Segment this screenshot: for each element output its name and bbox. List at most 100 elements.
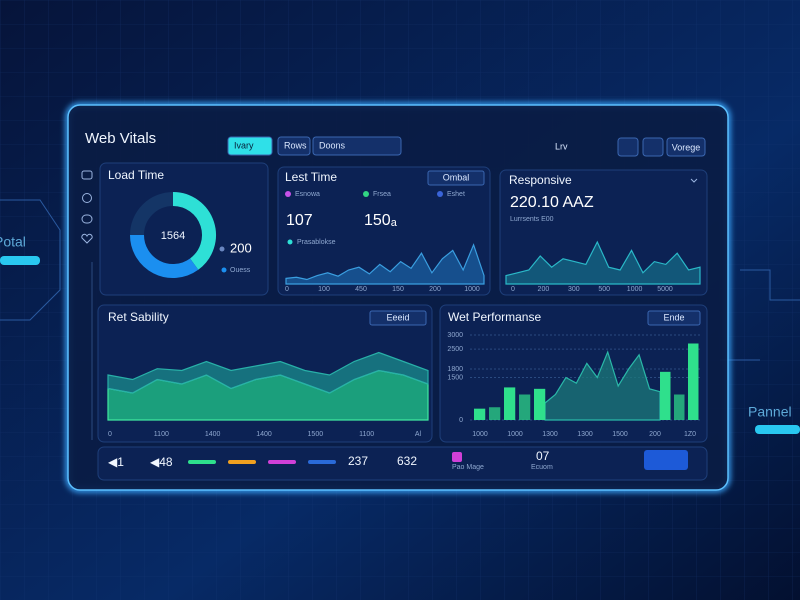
y-tick-label: 0 xyxy=(459,417,463,424)
card-button-label: Eeeid xyxy=(386,312,409,322)
donut-value: 200 xyxy=(230,240,252,255)
x-tick-label: 1100 xyxy=(154,431,169,438)
donut-caption: Ouess xyxy=(230,267,251,274)
x-tick-label: 450 xyxy=(355,286,367,293)
footer-bar xyxy=(97,446,708,481)
pager-label[interactable]: ◀1 xyxy=(108,455,124,469)
nav-icon[interactable] xyxy=(81,170,93,180)
donut-segment xyxy=(172,192,216,270)
side-label: Potal xyxy=(0,234,26,250)
x-tick-label: 150 xyxy=(392,286,404,293)
x-tick-label: 1Z0 xyxy=(684,431,696,438)
x-tick-label: 100 xyxy=(318,286,330,293)
legend-swatch xyxy=(308,460,336,464)
sidebar xyxy=(81,170,93,440)
legend-swatch xyxy=(268,460,296,464)
card-button[interactable] xyxy=(427,170,485,186)
bar xyxy=(489,407,501,420)
x-tick-label: 1400 xyxy=(256,431,272,438)
card xyxy=(277,166,491,296)
card-button[interactable] xyxy=(369,310,427,326)
tab-label: Ivary xyxy=(234,140,254,150)
footer-label: Pao Mage xyxy=(452,464,484,471)
x-tick-label: 1500 xyxy=(308,431,324,438)
nav-icon[interactable] xyxy=(82,193,92,203)
donut-segment xyxy=(130,192,174,236)
bar xyxy=(674,394,685,420)
nav-icon[interactable] xyxy=(81,214,93,224)
donut-center: 1564 xyxy=(161,230,185,242)
x-tick-label: 200 xyxy=(538,286,550,293)
tab[interactable] xyxy=(227,136,273,156)
card-title: Load Time xyxy=(108,168,164,182)
legend-swatch xyxy=(188,460,216,464)
area xyxy=(107,351,429,394)
x-tick-label: 1000 xyxy=(472,431,488,438)
footer-label: Ecuom xyxy=(531,464,553,471)
side-glow-bar xyxy=(0,256,40,265)
y-tick-label: 2500 xyxy=(447,346,463,353)
bar xyxy=(474,408,486,420)
legend-label: Eshet xyxy=(447,191,465,198)
icon-label: Lrv xyxy=(555,141,568,151)
icon-button[interactable] xyxy=(617,137,639,157)
x-tick-label: 0 xyxy=(511,286,515,293)
x-tick-label: 500 xyxy=(598,286,610,293)
legend-dot xyxy=(285,191,291,197)
side-label: Pannel xyxy=(748,404,792,420)
card-button-label: Ende xyxy=(663,312,684,322)
y-tick-label: 3000 xyxy=(447,332,463,339)
footer-number: 237 xyxy=(348,454,368,468)
bar xyxy=(688,343,699,420)
legend-label: Frsea xyxy=(373,191,391,198)
tab-label: Doons xyxy=(319,140,346,150)
x-tick-label: 0 xyxy=(108,431,112,438)
footer-icon xyxy=(452,452,462,462)
legend-swatch xyxy=(228,460,256,464)
card-title: Lest Time xyxy=(285,170,337,184)
card-button[interactable] xyxy=(647,310,701,326)
note: Prasablokse xyxy=(297,239,336,246)
area xyxy=(285,243,485,285)
bar xyxy=(504,387,516,420)
icon-button[interactable] xyxy=(642,137,664,157)
dot xyxy=(221,267,227,273)
tab-label: Rows xyxy=(284,140,307,150)
x-tick-label: 5000 xyxy=(657,286,673,293)
x-tick-label: 300 xyxy=(568,286,580,293)
tab[interactable] xyxy=(277,136,311,156)
stat: 107 xyxy=(286,212,313,229)
pager-label[interactable]: ◀48 xyxy=(150,455,173,469)
dot xyxy=(287,239,293,245)
legend-dot xyxy=(363,191,369,197)
x-tick-label: 1300 xyxy=(542,431,558,438)
stat: 220.10 AAZ xyxy=(510,194,594,211)
legend-dot xyxy=(437,191,443,197)
tab[interactable] xyxy=(312,136,402,156)
menu-button[interactable] xyxy=(666,137,706,157)
x-tick-label: 1100 xyxy=(359,431,374,438)
side-glow-bar xyxy=(755,425,800,434)
card-title: Ret Sability xyxy=(108,310,169,324)
stat: 150ₐ xyxy=(364,212,398,229)
x-tick-label: 0 xyxy=(285,286,289,293)
area xyxy=(505,240,701,285)
x-tick-label: Al xyxy=(415,431,422,438)
nav-icon[interactable] xyxy=(81,233,93,244)
bar xyxy=(519,394,531,420)
x-tick-label: 200 xyxy=(649,431,661,438)
card-button-label: Ombal xyxy=(443,172,470,182)
x-tick-label: 1000 xyxy=(507,431,523,438)
dot xyxy=(219,246,225,252)
bar xyxy=(534,388,546,420)
y-tick-label: 1800 xyxy=(447,366,463,373)
x-tick-label: 200 xyxy=(429,286,441,293)
x-tick-label: 1400 xyxy=(205,431,221,438)
subtitle: Lurrsents E00 xyxy=(510,216,554,223)
app-title: Web Vitals xyxy=(85,130,156,147)
y-tick-label: 1500 xyxy=(447,374,463,381)
chevron[interactable] xyxy=(690,178,698,183)
toggle-button[interactable] xyxy=(644,450,688,470)
bar xyxy=(660,371,671,420)
